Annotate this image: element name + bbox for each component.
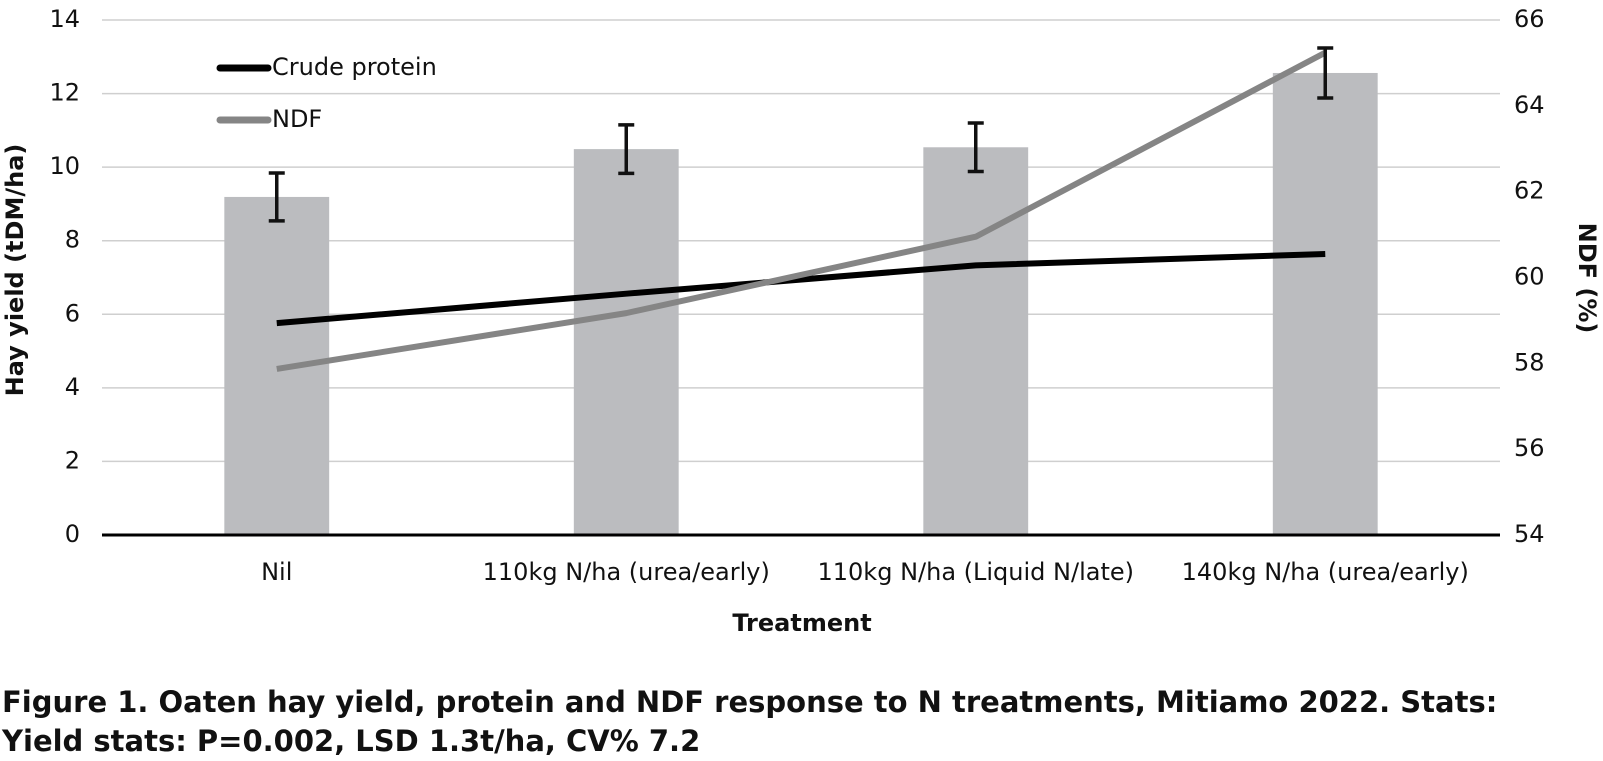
y-tick-label: 4 xyxy=(65,373,80,401)
bar xyxy=(923,147,1029,535)
error-bar xyxy=(268,171,285,223)
x-tick-label: 140kg N/ha (urea/early) xyxy=(1182,558,1469,586)
bar xyxy=(573,149,679,535)
y2-tick-label: 60 xyxy=(1514,263,1545,291)
legend-label: NDF xyxy=(272,105,322,133)
error-bar xyxy=(1317,46,1334,100)
x-axis-label: Treatment xyxy=(732,609,871,637)
error-bar xyxy=(618,123,635,176)
line-series xyxy=(276,49,1327,372)
caption: Yield stats: P=0.002, LSD 1.3t/ha, CV% 7… xyxy=(1,724,700,758)
caption: Figure 1. Oaten hay yield, protein and N… xyxy=(2,685,1497,719)
x-tick-label: 110kg N/ha (urea/early) xyxy=(483,558,770,586)
y-tick-label: 6 xyxy=(65,299,80,327)
y2-axis-label: NDF (%) xyxy=(1573,223,1601,334)
y2-tick-label: 62 xyxy=(1514,177,1545,205)
x-tick-label: Nil xyxy=(261,558,292,586)
error-bar xyxy=(967,121,984,174)
y-tick-label: 0 xyxy=(65,520,80,548)
y2-tick-label: 66 xyxy=(1514,5,1545,33)
y-tick-label: 14 xyxy=(49,5,80,33)
y-tick-label: 2 xyxy=(65,446,80,474)
y-tick-label: 8 xyxy=(65,226,80,254)
y2-tick-label: 56 xyxy=(1514,434,1545,462)
y-tick-label: 12 xyxy=(49,79,80,107)
y2-tick-label: 58 xyxy=(1514,348,1545,376)
legend-label: Crude protein xyxy=(272,53,437,81)
bar xyxy=(1272,72,1378,535)
y-axis-label: Hay yield (tDM/ha) xyxy=(1,144,29,397)
y2-tick-label: 64 xyxy=(1514,91,1545,119)
y-tick-label: 10 xyxy=(49,152,80,180)
x-tick-label: 110kg N/ha (Liquid N/late) xyxy=(818,558,1135,586)
y2-tick-label: 54 xyxy=(1514,520,1545,548)
line-series xyxy=(276,250,1326,327)
